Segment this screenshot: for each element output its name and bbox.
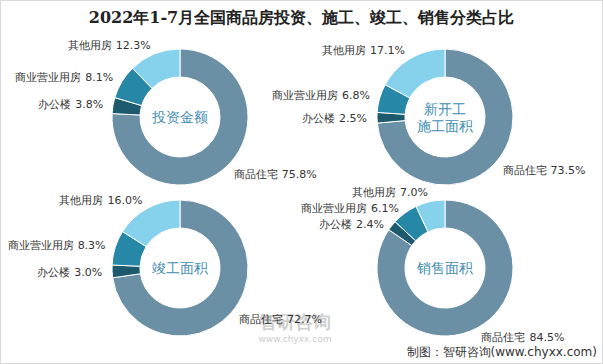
value-label: 7.0% [400, 186, 428, 199]
data-label: 商业营业用房 8.3% [8, 239, 106, 252]
category-label: 商品住宅 [239, 313, 283, 326]
donut-slice [377, 200, 513, 336]
category-label: 商品住宅 [481, 331, 525, 344]
category-label: 其他用房 [322, 44, 366, 57]
data-label: 办公楼 3.0% [37, 266, 102, 279]
value-label: 8.1% [85, 71, 113, 84]
value-label: 6.1% [371, 202, 399, 215]
data-label: 其他用房 7.0% [352, 186, 428, 199]
donut-slice [133, 49, 180, 88]
donut-chart: 商品住宅 75.8% 办公楼 3.8% 商业营业用房 8.1% 其他用房 12.3% 投资金额 [15, 39, 316, 185]
center-label: 销售面积 [416, 260, 473, 276]
center-label: 新开工施工面积 [417, 101, 473, 134]
data-label: 办公楼 2.4% [319, 218, 384, 231]
category-label: 其他用房 [352, 186, 396, 199]
value-label: 2.4% [356, 218, 384, 231]
category-label: 商业营业用房 [301, 202, 367, 215]
chart-canvas: 2022年1-7月全国商品房投资、施工、竣工、销售分类占比智研咨询www.chy… [0, 0, 603, 364]
data-label: 商业营业用房 6.8% [272, 89, 370, 102]
watermark: www.chyxx.com [259, 334, 332, 344]
donut-chart: 商品住宅 72.7% 办公楼 3.0% 商业营业用房 8.3% 其他用房 16.0% 竣工面积 [8, 194, 322, 336]
category-label: 办公楼 [37, 266, 70, 279]
data-label: 商品住宅 84.5% [481, 331, 564, 344]
donut-slice [377, 49, 513, 185]
center-label: 竣工面积 [152, 260, 208, 276]
donut-slice [112, 49, 248, 185]
category-label: 其他用房 [59, 194, 103, 207]
data-label: 商品住宅 75.8% [234, 168, 317, 181]
value-label: 6.8% [342, 89, 370, 102]
donut-slice [113, 200, 248, 336]
donut-slice [416, 200, 445, 232]
value-label: 84.5% [529, 331, 564, 344]
category-label: 商业营业用房 [8, 239, 74, 252]
category-label: 办公楼 [319, 218, 352, 231]
data-label: 其他用房 17.1% [322, 44, 405, 57]
data-label: 商业营业用房 6.1% [301, 202, 399, 215]
category-label: 办公楼 [38, 98, 71, 111]
background [1, 1, 603, 364]
data-label: 商品住宅 73.5% [503, 164, 586, 177]
main-title: 2022年1-7月全国商品房投资、施工、竣工、销售分类占比 [89, 8, 514, 27]
value-label: 8.3% [78, 239, 106, 252]
value-label: 3.8% [75, 98, 103, 111]
category-label: 商品住宅 [234, 168, 278, 181]
footer: 制图：智研咨询(www.chyxx.com) [407, 345, 597, 359]
donut-slice [123, 200, 180, 247]
category-label: 商业营业用房 [272, 89, 338, 102]
donut-chart: 商品住宅 84.5% 办公楼 2.4% 商业营业用房 6.1% 其他用房 7.0% 销售面积 [301, 186, 564, 344]
center-label-line: 销售面积 [416, 260, 473, 276]
category-label: 办公楼 [302, 112, 335, 125]
data-label: 办公楼 3.8% [38, 98, 103, 111]
data-label: 商品住宅 72.7% [239, 313, 322, 326]
center-label-line: 新开工 [424, 101, 466, 117]
category-label: 商业营业用房 [15, 71, 81, 84]
center-label: 投资金额 [151, 109, 208, 125]
center-label-line: 竣工面积 [152, 260, 208, 276]
center-label-line: 投资金额 [151, 109, 208, 125]
data-label: 其他用房 12.3% [68, 39, 151, 52]
donut-slice [112, 265, 140, 278]
center-label-line: 施工面积 [417, 118, 473, 134]
value-label: 17.1% [370, 44, 405, 57]
value-label: 73.5% [551, 164, 586, 177]
data-label: 商业营业用房 8.1% [15, 71, 113, 84]
value-label: 2.5% [339, 112, 367, 125]
donut-chart: 商品住宅 73.5% 办公楼 2.5%商业营业用房 6.8% 其他用房 17.1% 新开工施工… [272, 44, 585, 185]
value-label: 75.8% [282, 168, 317, 181]
category-label: 商品住宅 [503, 164, 547, 177]
data-label: 其他用房 16.0% [59, 194, 142, 207]
value-label: 16.0% [107, 194, 142, 207]
value-label: 72.7% [287, 313, 322, 326]
value-label: 12.3% [116, 39, 151, 52]
data-label: 办公楼 2.5% [302, 112, 367, 125]
value-label: 3.0% [74, 266, 102, 279]
category-label: 其他用房 [68, 39, 112, 52]
